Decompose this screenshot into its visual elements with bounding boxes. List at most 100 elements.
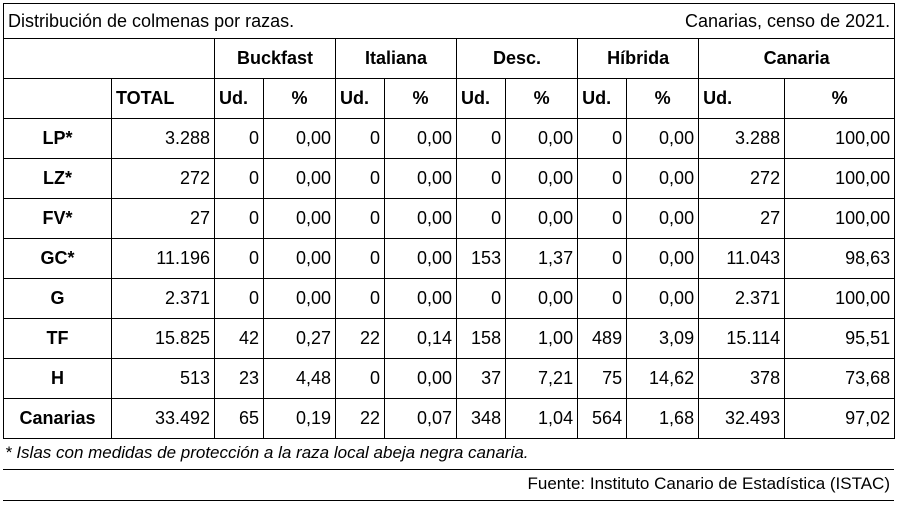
cell-units: 0 bbox=[455, 278, 507, 319]
cell-units: 0 bbox=[577, 198, 628, 239]
cell-units: 348 bbox=[455, 398, 507, 439]
header-unit: Ud. bbox=[335, 78, 385, 119]
cell-percent: 0,00 bbox=[263, 278, 336, 319]
cell-percent: 0,00 bbox=[505, 158, 579, 199]
row-label: LZ* bbox=[3, 158, 112, 199]
cell-percent: 0,19 bbox=[263, 398, 336, 439]
cell-units: 22 bbox=[335, 318, 385, 359]
cell-units: 75 bbox=[577, 358, 628, 399]
cell-percent: 1,00 bbox=[505, 318, 579, 359]
cell-units: 0 bbox=[577, 118, 628, 159]
row-label: TF bbox=[3, 318, 112, 359]
header-unit: Ud. bbox=[214, 78, 264, 119]
cell-units: 15.114 bbox=[698, 318, 786, 359]
cell-percent: 97,02 bbox=[784, 398, 896, 439]
header-breed-italiana: Italiana bbox=[335, 38, 457, 79]
cell-percent: 0,00 bbox=[384, 158, 457, 199]
row-total: 2.371 bbox=[111, 278, 215, 319]
cell-percent: 0,00 bbox=[626, 238, 700, 279]
cell-percent: 0,14 bbox=[384, 318, 457, 359]
cell-units: 32.493 bbox=[698, 398, 786, 439]
cell-units: 0 bbox=[214, 158, 264, 199]
cell-percent: 1,37 bbox=[505, 238, 579, 279]
cell-percent: 100,00 bbox=[784, 158, 896, 199]
table-row: LP* 3.288 0 0,00 0 0,00 0 0,00 0 0,00 3.288 100,00 bbox=[3, 118, 896, 159]
table-row: TF 15.825 42 0,27 22 0,14 158 1,00 489 3,09 15.114… bbox=[3, 318, 896, 359]
header-percent: % bbox=[263, 78, 336, 119]
cell-units: 22 bbox=[335, 398, 385, 439]
cell-units: 0 bbox=[335, 118, 385, 159]
cell-units: 0 bbox=[335, 278, 385, 319]
row-total: 11.196 bbox=[111, 238, 215, 279]
unit-header-row: TOTAL Ud.% Ud.% Ud.% Ud.% Ud.% bbox=[3, 78, 896, 119]
cell-percent: 0,00 bbox=[263, 118, 336, 159]
source-note: Fuente: Instituto Canario de Estadística… bbox=[3, 470, 894, 501]
header-breed-desc: Desc. bbox=[455, 38, 579, 79]
row-total: 513 bbox=[111, 358, 215, 399]
cell-percent: 0,00 bbox=[263, 198, 336, 239]
row-total: 15.825 bbox=[111, 318, 215, 359]
cell-percent: 0,00 bbox=[626, 118, 700, 159]
cell-units: 27 bbox=[698, 198, 786, 239]
cell-units: 378 bbox=[698, 358, 786, 399]
table-title: Distribución de colmenas por razas. bbox=[2, 3, 506, 39]
cell-percent: 100,00 bbox=[784, 278, 896, 319]
cell-percent: 98,63 bbox=[784, 238, 896, 279]
row-total: 272 bbox=[111, 158, 215, 199]
title-row: Distribución de colmenas por razas. Cana… bbox=[2, 3, 896, 39]
census-table-container: Distribución de colmenas por razas. Cana… bbox=[2, 3, 896, 501]
cell-percent: 73,68 bbox=[784, 358, 896, 399]
cell-units: 0 bbox=[335, 158, 385, 199]
cell-units: 65 bbox=[214, 398, 264, 439]
cell-percent: 100,00 bbox=[784, 198, 896, 239]
cell-units: 0 bbox=[335, 238, 385, 279]
cell-units: 42 bbox=[214, 318, 264, 359]
cell-units: 0 bbox=[214, 238, 264, 279]
header-empty bbox=[3, 78, 112, 119]
cell-units: 158 bbox=[455, 318, 507, 359]
cell-units: 0 bbox=[214, 198, 264, 239]
header-unit: Ud. bbox=[698, 78, 786, 119]
table-row: H 513 23 4,48 0 0,00 37 7,21 75 14,62 378 73,68 bbox=[3, 358, 896, 399]
row-total: 27 bbox=[111, 198, 215, 239]
cell-percent: 0,00 bbox=[626, 158, 700, 199]
cell-units: 272 bbox=[698, 158, 786, 199]
header-percent: % bbox=[626, 78, 700, 119]
cell-units: 2.371 bbox=[698, 278, 786, 319]
header-percent: % bbox=[784, 78, 896, 119]
cell-percent: 0,07 bbox=[384, 398, 457, 439]
cell-units: 37 bbox=[455, 358, 507, 399]
cell-percent: 0,00 bbox=[384, 198, 457, 239]
cell-units: 0 bbox=[335, 358, 385, 399]
cell-percent: 0,00 bbox=[505, 278, 579, 319]
row-label: G bbox=[3, 278, 112, 319]
cell-units: 0 bbox=[214, 278, 264, 319]
row-label: FV* bbox=[3, 198, 112, 239]
cell-units: 564 bbox=[577, 398, 628, 439]
cell-percent: 100,00 bbox=[784, 118, 896, 159]
cell-units: 0 bbox=[577, 278, 628, 319]
header-spacer bbox=[3, 38, 215, 79]
cell-percent: 0,00 bbox=[505, 118, 579, 159]
cell-percent: 4,48 bbox=[263, 358, 336, 399]
cell-units: 0 bbox=[455, 118, 507, 159]
row-total: 3.288 bbox=[111, 118, 215, 159]
header-breed-buckfast: Buckfast bbox=[214, 38, 336, 79]
cell-units: 0 bbox=[455, 198, 507, 239]
header-percent: % bbox=[505, 78, 579, 119]
cell-percent: 0,00 bbox=[505, 198, 579, 239]
row-label: H bbox=[3, 358, 112, 399]
cell-units: 0 bbox=[214, 118, 264, 159]
header-unit: Ud. bbox=[577, 78, 628, 119]
table-row: LZ* 272 0 0,00 0 0,00 0 0,00 0 0,00 272 100,00 bbox=[3, 158, 896, 199]
cell-units: 489 bbox=[577, 318, 628, 359]
header-unit: Ud. bbox=[455, 78, 507, 119]
header-percent: % bbox=[384, 78, 457, 119]
table-row: GC* 11.196 0 0,00 0 0,00 153 1,37 0 0,00 11.043 98,… bbox=[3, 238, 896, 279]
header-breed-canaria: Canaria bbox=[698, 38, 896, 79]
cell-units: 23 bbox=[214, 358, 264, 399]
breed-header-row: Buckfast Italiana Desc. Híbrida Canaria bbox=[3, 38, 896, 79]
cell-units: 153 bbox=[455, 238, 507, 279]
cell-percent: 0,00 bbox=[384, 358, 457, 399]
table-subtitle: Canarias, censo de 2021. bbox=[505, 3, 896, 39]
